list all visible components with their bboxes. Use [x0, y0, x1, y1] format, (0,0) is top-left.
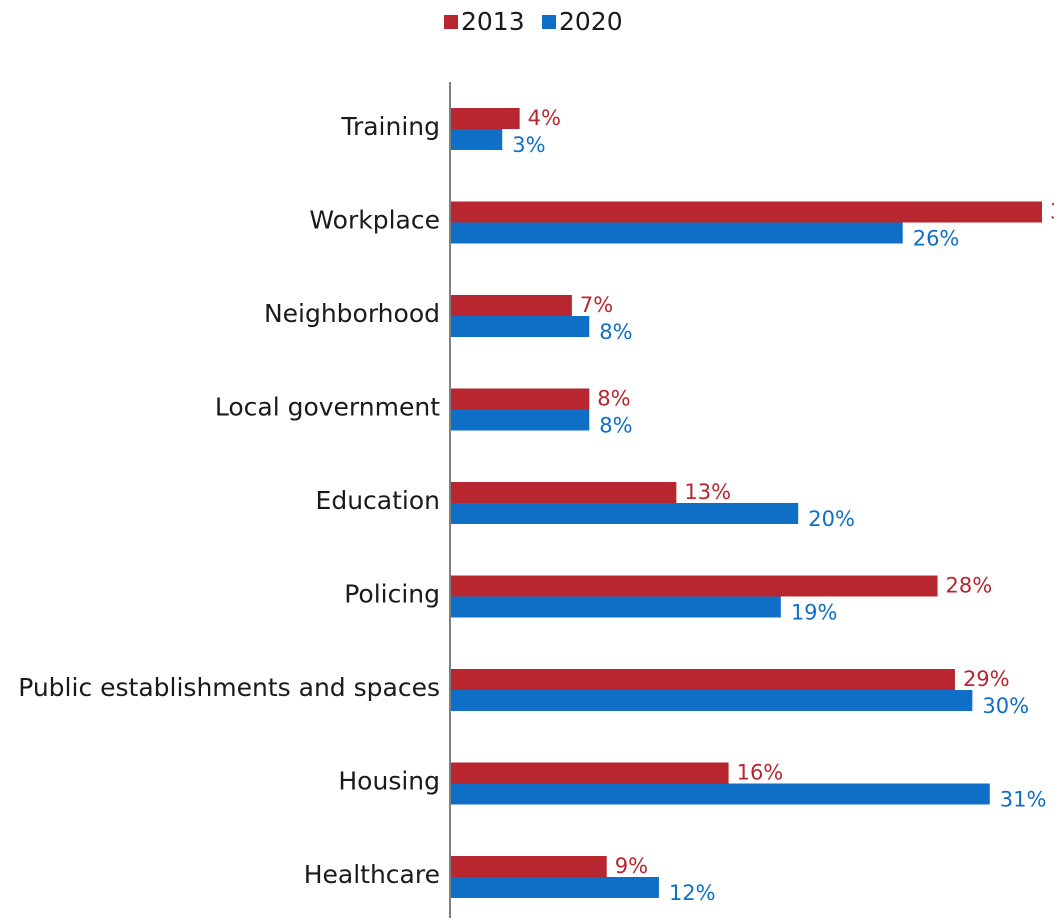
- value-label-2020-policing: 19%: [791, 601, 838, 625]
- category-label-public-establishments-and-spaces: Public establishments and spaces: [18, 673, 440, 702]
- category-label-healthcare: Healthcare: [304, 860, 440, 889]
- bar-2013-neighborhood: [450, 295, 572, 316]
- bar-2013-workplace: [450, 201, 1042, 223]
- bar-2020-training: [450, 129, 503, 150]
- category-label-education: Education: [316, 486, 440, 515]
- value-label-2013-public-establishments-and-spaces: 29%: [963, 667, 1010, 691]
- category-label-local-government: Local government: [215, 393, 440, 422]
- bar-2020-local-government: [450, 409, 590, 431]
- value-label-2020-training: 3%: [512, 133, 545, 157]
- value-label-2013-policing: 28%: [946, 574, 993, 598]
- bar-2013-housing: [450, 762, 729, 784]
- legend-label-2020: 2020: [559, 7, 623, 36]
- bar-2020-neighborhood: [450, 316, 590, 337]
- value-label-2020-neighborhood: 8%: [599, 320, 632, 344]
- bar-2013-public-establishments-and-spaces: [450, 669, 955, 690]
- bar-2013-training: [450, 108, 520, 129]
- value-labels-group: 4% 3% 34% 26% 7% 8% 8% 8% 13% 20% 28% 19% 29% 30% 16% 3…: [512, 106, 1054, 905]
- category-label-training: Training: [340, 112, 440, 141]
- bar-2013-policing: [450, 575, 938, 597]
- legend-swatch-2013: [444, 15, 458, 29]
- bar-2020-education: [450, 503, 799, 524]
- value-label-2020-education: 20%: [808, 507, 855, 531]
- category-label-workplace: Workplace: [309, 206, 440, 235]
- value-label-2020-workplace: 26%: [913, 227, 960, 251]
- bars-group: [450, 108, 1042, 898]
- bar-2020-policing: [450, 596, 781, 618]
- value-label-2020-public-establishments-and-spaces: 30%: [982, 694, 1029, 718]
- value-label-2013-local-government: 8%: [597, 387, 630, 411]
- value-label-2013-healthcare: 9%: [615, 854, 648, 878]
- bar-2020-housing: [450, 783, 990, 805]
- category-label-housing: Housing: [338, 767, 440, 796]
- bar-2013-healthcare: [450, 856, 607, 877]
- bar-2013-local-government: [450, 388, 590, 410]
- value-label-2013-workplace: 34%: [1050, 200, 1054, 224]
- category-labels-group: Training Workplace Neighborhood Local gover…: [18, 112, 440, 889]
- bar-2020-workplace: [450, 222, 903, 244]
- category-label-policing: Policing: [344, 580, 440, 609]
- legend-swatch-2020: [542, 15, 556, 29]
- bar-2013-education: [450, 482, 677, 503]
- value-label-2020-healthcare: 12%: [669, 881, 716, 905]
- value-label-2013-neighborhood: 7%: [580, 293, 613, 317]
- legend-label-2013: 2013: [461, 7, 525, 36]
- value-label-2020-housing: 31%: [1000, 788, 1047, 812]
- bar-2020-healthcare: [450, 877, 659, 898]
- bar-2020-public-establishments-and-spaces: [450, 690, 973, 711]
- value-label-2013-training: 4%: [528, 106, 561, 130]
- legend: 2013 2020: [444, 7, 623, 36]
- value-label-2013-education: 13%: [684, 480, 731, 504]
- category-label-neighborhood: Neighborhood: [264, 299, 440, 328]
- value-label-2013-housing: 16%: [737, 761, 784, 785]
- value-label-2020-local-government: 8%: [599, 414, 632, 438]
